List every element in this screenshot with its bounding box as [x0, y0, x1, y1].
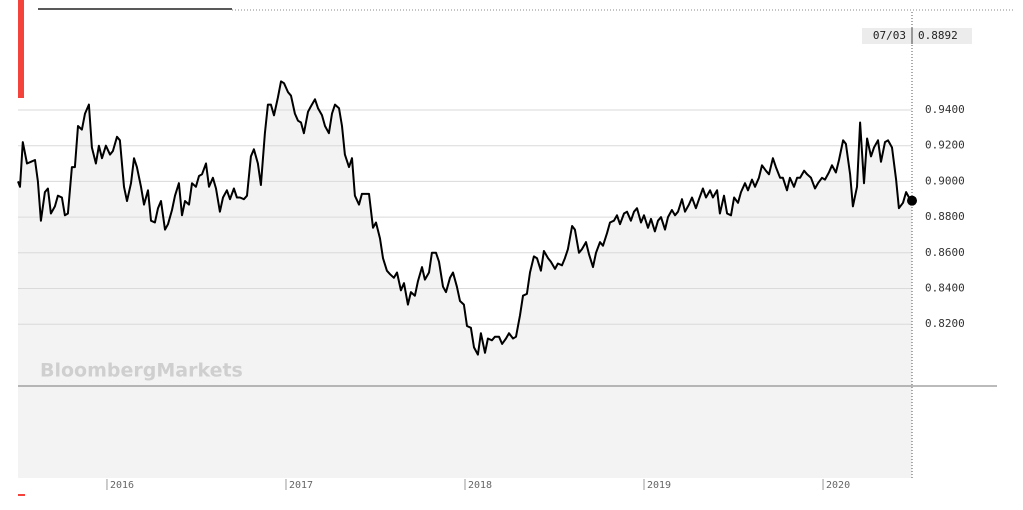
last-point: [907, 195, 917, 206]
line: [17, 80, 913, 356]
accent-bar: [18, 0, 24, 98]
annotation-date: 07/03: [873, 29, 906, 42]
x-tick-label: 2019: [647, 480, 671, 491]
x-tick-label: 2016: [110, 480, 134, 491]
area: [18, 81, 912, 387]
y-tick-label: 0.8600: [925, 246, 965, 259]
annotation-value: 0.8892: [918, 29, 958, 42]
x-tick-label: 2020: [826, 480, 850, 491]
x-tick-label: 2017: [289, 480, 313, 491]
lower-pane: [18, 386, 912, 478]
watermark: BloombergMarkets: [40, 360, 243, 382]
y-tick-label: 0.8800: [925, 210, 965, 223]
x-tick-label: 2018: [468, 480, 492, 491]
annotation-box: [862, 28, 972, 44]
y-tick-label: 0.9400: [925, 103, 965, 116]
y-tick-label: 0.8400: [925, 282, 965, 295]
y-tick-label: 0.9200: [925, 139, 965, 152]
y-tick-label: 0.9000: [925, 174, 965, 187]
y-tick-label: 0.8200: [925, 317, 965, 330]
accent-tick: [18, 494, 25, 496]
